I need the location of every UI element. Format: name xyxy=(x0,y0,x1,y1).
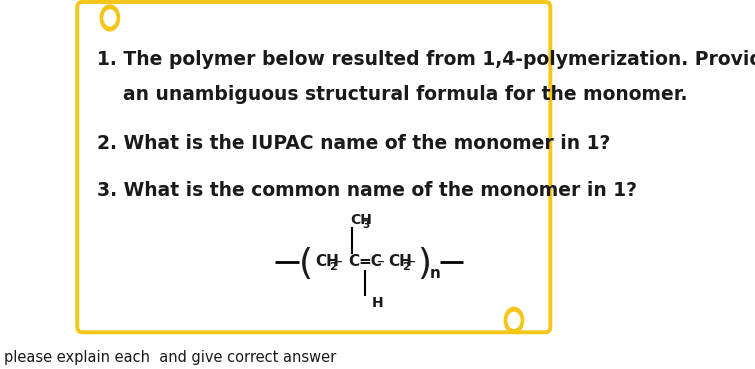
Text: CH: CH xyxy=(388,254,412,269)
Text: 1. The polymer below resulted from 1,4-polymerization. Provide: 1. The polymer below resulted from 1,4-p… xyxy=(97,50,755,69)
Text: CH: CH xyxy=(316,254,340,269)
Text: –: – xyxy=(377,254,384,269)
Text: 3. What is the common name of the monomer in 1?: 3. What is the common name of the monome… xyxy=(97,181,636,200)
Text: n: n xyxy=(430,266,441,281)
Text: 2. What is the IUPAC name of the monomer in 1?: 2. What is the IUPAC name of the monomer… xyxy=(97,134,610,153)
Text: 2: 2 xyxy=(329,262,337,272)
Text: CH: CH xyxy=(350,213,371,227)
Text: –: – xyxy=(407,254,414,269)
Text: please explain each  and give correct answer: please explain each and give correct ans… xyxy=(4,350,336,365)
Circle shape xyxy=(100,5,119,31)
Text: 2: 2 xyxy=(402,262,409,272)
Text: (: ( xyxy=(299,246,313,281)
Text: ): ) xyxy=(417,246,430,281)
Text: an unambiguous structural formula for the monomer.: an unambiguous structural formula for th… xyxy=(97,85,687,104)
Text: –: – xyxy=(334,254,342,269)
Circle shape xyxy=(504,307,524,333)
Text: 3: 3 xyxy=(362,220,370,230)
FancyBboxPatch shape xyxy=(77,2,550,332)
Circle shape xyxy=(508,313,520,328)
Text: H: H xyxy=(372,296,384,310)
Text: C: C xyxy=(348,254,359,269)
Text: =C: =C xyxy=(359,254,383,269)
Circle shape xyxy=(104,10,116,26)
